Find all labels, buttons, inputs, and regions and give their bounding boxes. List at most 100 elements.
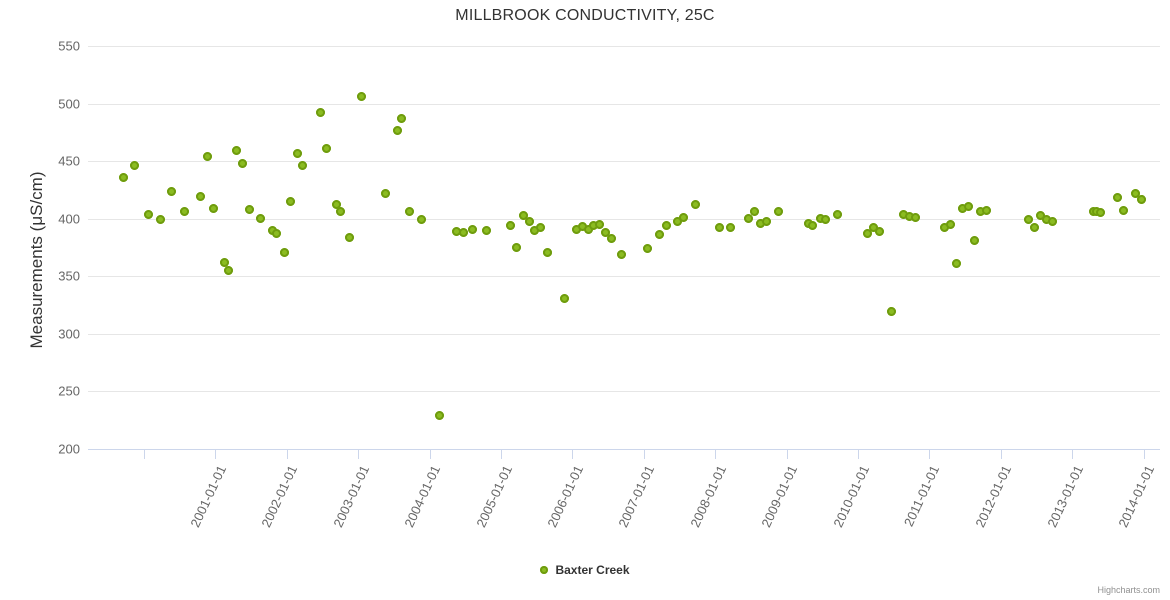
data-point[interactable] <box>714 223 724 233</box>
data-point[interactable] <box>279 247 289 257</box>
data-point[interactable] <box>898 209 908 219</box>
data-point[interactable] <box>1119 206 1129 216</box>
data-point[interactable] <box>155 215 165 225</box>
data-point[interactable] <box>482 225 492 235</box>
data-point[interactable] <box>297 161 307 171</box>
data-point[interactable] <box>952 259 962 269</box>
data-point[interactable] <box>435 411 445 421</box>
y-tick-label: 200 <box>58 441 80 457</box>
data-point[interactable] <box>976 207 986 217</box>
data-point[interactable] <box>821 215 831 225</box>
data-point[interactable] <box>803 218 813 228</box>
data-point[interactable] <box>202 152 212 162</box>
data-point[interactable] <box>808 221 818 231</box>
data-point[interactable] <box>345 232 355 242</box>
data-point[interactable] <box>232 146 242 156</box>
data-point[interactable] <box>964 201 974 211</box>
data-point[interactable] <box>868 223 878 233</box>
data-point[interactable] <box>293 148 303 158</box>
data-point[interactable] <box>904 211 914 221</box>
data-point[interactable] <box>417 215 427 225</box>
data-point[interactable] <box>256 214 266 224</box>
data-point[interactable] <box>584 224 594 234</box>
data-point[interactable] <box>518 210 528 220</box>
data-point[interactable] <box>542 247 552 257</box>
legend-item-baxter-creek[interactable]: Baxter Creek <box>540 563 630 577</box>
data-point[interactable] <box>535 223 545 233</box>
data-point[interactable] <box>468 224 478 234</box>
data-point[interactable] <box>1136 194 1146 204</box>
data-point[interactable] <box>1096 208 1106 218</box>
data-point[interactable] <box>958 203 968 213</box>
data-point[interactable] <box>315 108 325 118</box>
data-point[interactable] <box>452 226 462 236</box>
data-point[interactable] <box>245 205 255 214</box>
data-point[interactable] <box>1023 215 1033 225</box>
data-point[interactable] <box>224 266 234 276</box>
data-point[interactable] <box>750 207 759 217</box>
data-point[interactable] <box>1047 216 1057 226</box>
data-point[interactable] <box>982 206 992 216</box>
data-point[interactable] <box>874 226 884 236</box>
data-point[interactable] <box>577 222 587 232</box>
data-point[interactable] <box>863 229 873 239</box>
data-point[interactable] <box>970 236 980 246</box>
data-point[interactable] <box>166 186 176 196</box>
data-point[interactable] <box>762 216 772 226</box>
data-point[interactable] <box>208 203 218 213</box>
data-point[interactable] <box>179 207 189 217</box>
data-point[interactable] <box>357 92 367 102</box>
data-point[interactable] <box>195 192 205 202</box>
data-point[interactable] <box>910 213 920 223</box>
data-point[interactable] <box>654 230 664 240</box>
data-point[interactable] <box>559 293 569 303</box>
data-point[interactable] <box>529 225 539 235</box>
data-point[interactable] <box>643 244 653 254</box>
data-point[interactable] <box>1113 193 1123 203</box>
data-point[interactable] <box>286 196 296 206</box>
data-point[interactable] <box>511 243 521 252</box>
data-point[interactable] <box>678 213 688 223</box>
data-point[interactable] <box>130 161 140 171</box>
data-point[interactable] <box>1041 215 1051 225</box>
data-point[interactable] <box>144 209 154 219</box>
data-point[interactable] <box>1035 210 1045 220</box>
data-point[interactable] <box>392 125 402 135</box>
data-point[interactable] <box>336 207 346 217</box>
data-point[interactable] <box>524 216 534 226</box>
data-point[interactable] <box>397 114 407 124</box>
data-point[interactable] <box>756 218 766 228</box>
data-point[interactable] <box>661 221 671 231</box>
data-point[interactable] <box>381 188 391 198</box>
data-point[interactable] <box>672 216 682 226</box>
data-point[interactable] <box>607 233 617 243</box>
data-point[interactable] <box>589 221 599 231</box>
data-point[interactable] <box>1131 188 1141 198</box>
data-point[interactable] <box>601 228 611 238</box>
data-point[interactable] <box>238 158 248 168</box>
data-point[interactable] <box>272 229 282 239</box>
data-point[interactable] <box>1029 223 1039 233</box>
data-point[interactable] <box>940 223 950 233</box>
data-point[interactable] <box>322 143 332 153</box>
highcharts-credits[interactable]: Highcharts.com <box>1097 585 1160 595</box>
data-point[interactable] <box>815 214 825 224</box>
data-point[interactable] <box>886 307 896 317</box>
data-point[interactable] <box>331 200 341 210</box>
data-point[interactable] <box>774 207 784 217</box>
data-point[interactable] <box>571 224 581 234</box>
data-point[interactable] <box>833 209 843 219</box>
data-point[interactable] <box>459 228 469 238</box>
data-point[interactable] <box>506 221 516 231</box>
data-point[interactable] <box>744 214 754 224</box>
data-point[interactable] <box>119 172 129 182</box>
data-point[interactable] <box>690 200 700 210</box>
x-tick-label: 2014-01-01 <box>1115 463 1158 530</box>
data-point[interactable] <box>726 223 736 233</box>
data-point[interactable] <box>946 219 956 229</box>
data-point[interactable] <box>219 257 229 267</box>
data-point[interactable] <box>595 219 605 229</box>
data-point[interactable] <box>405 207 415 217</box>
data-point[interactable] <box>617 249 627 259</box>
